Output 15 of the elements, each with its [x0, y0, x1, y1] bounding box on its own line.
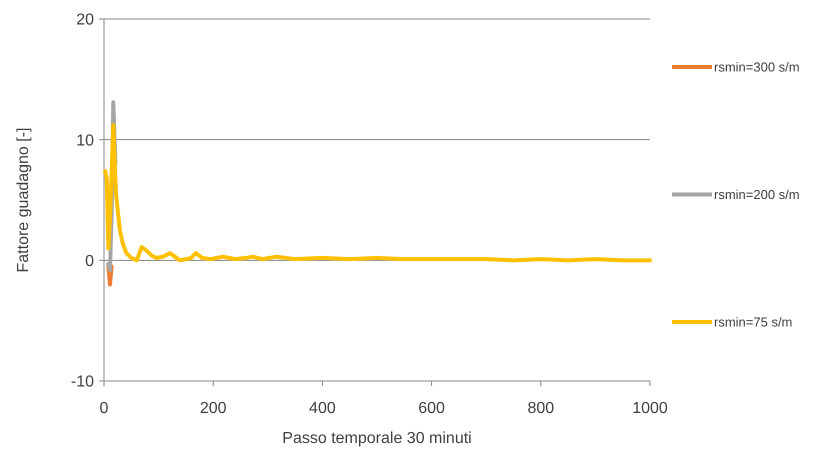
y-tick-label: 0: [85, 252, 94, 270]
x-tick-label: 400: [309, 400, 336, 417]
legend-label: rsmin=75 s/m: [714, 314, 792, 330]
x-tick-label: 1000: [632, 400, 668, 417]
y-axis-title: Fattore guadagno [-]: [15, 128, 32, 272]
legend-label: rsmin=300 s/m: [714, 60, 800, 75]
y-tick-label: -10: [70, 374, 94, 391]
legend-label: rsmin=200 s/m: [714, 187, 800, 202]
y-tick-label: 10: [76, 132, 94, 150]
x-tick-label: 0: [100, 400, 109, 417]
y-tick-label: 20: [76, 12, 94, 29]
x-tick-label: 600: [418, 400, 446, 417]
x-tick-label: 200: [200, 400, 227, 417]
x-axis-title: Passo temporale 30 minuti: [282, 430, 472, 447]
x-tick-label: 800: [527, 400, 554, 417]
